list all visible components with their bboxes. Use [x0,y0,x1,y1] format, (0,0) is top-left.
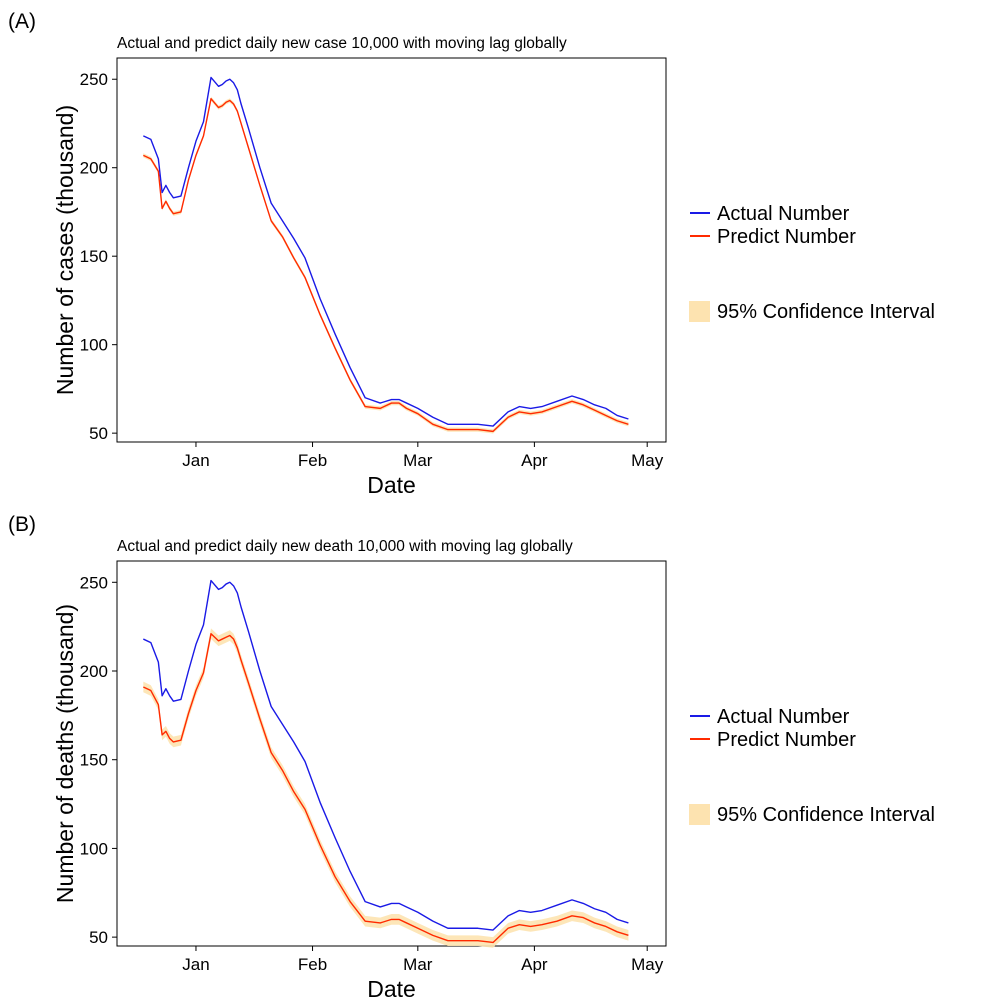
x-axis-title: Date [367,976,416,999]
y-tick-label: 150 [80,751,108,770]
chart-title: Actual and predict daily new case 10,000… [117,35,567,52]
y-tick-label: 250 [80,70,108,89]
x-tick-label: May [631,955,664,974]
y-tick-label: 250 [80,573,108,592]
legend-label-confidence: 95% Confidence Interval [717,301,935,323]
legend-label-actual: Actual Number [717,203,850,225]
panel-label: (A) [8,10,36,33]
legend-label-predict: Predict Number [717,729,856,751]
x-tick-label: Feb [298,955,327,974]
y-tick-label: 200 [80,662,108,681]
x-axis-title: Date [367,472,416,498]
series-line-predict [143,633,629,944]
y-tick-label: 50 [89,928,108,947]
x-tick-label: Mar [403,451,433,470]
y-tick-label: 100 [80,839,108,858]
series-line-actual [143,76,629,427]
panel-label: (B) [8,513,36,536]
series-line-actual [143,579,629,931]
y-tick-label: 150 [80,247,108,266]
x-tick-label: Feb [298,451,327,470]
legend-swatch-confidence [689,804,710,825]
legend-swatch-confidence [689,301,710,322]
x-tick-label: Mar [403,955,433,974]
confidence-band [143,96,629,434]
legend-label-confidence: 95% Confidence Interval [717,804,935,826]
y-axis-title: Number of cases (thousand) [52,105,78,395]
series-line-predict [143,97,629,433]
y-tick-label: 200 [80,159,108,178]
legend-label-actual: Actual Number [717,706,850,728]
confidence-band [143,628,629,948]
chart-panel-b: (B) Actual and predict daily new death 10… [8,513,935,1002]
y-tick-label: 100 [80,336,108,355]
y-tick-label: 50 [89,424,108,443]
plot-frame [116,57,667,443]
legend-label-predict: Predict Number [717,226,856,248]
plot-frame [116,560,667,947]
x-tick-label: Apr [521,955,548,974]
chart-panel-a: (A) Actual and predict daily new case 10,… [8,10,935,498]
x-tick-label: Apr [521,451,548,470]
x-tick-label: Jan [182,955,209,974]
x-tick-label: May [631,451,664,470]
x-tick-label: Jan [182,451,209,470]
y-axis-title: Number of deaths (thousand) [52,604,78,903]
chart-title: Actual and predict daily new death 10,00… [117,538,573,555]
